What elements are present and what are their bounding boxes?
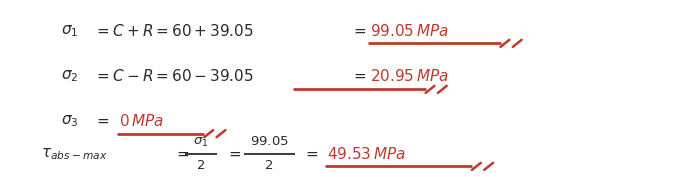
Text: $\sigma_1$: $\sigma_1$ [193,135,208,149]
Text: $= $: $= $ [351,68,367,83]
Text: $= $: $= $ [94,113,110,128]
Text: $= $: $= $ [351,23,367,38]
Text: $=$: $=$ [174,146,190,161]
Text: $\sigma_2$: $\sigma_2$ [61,68,78,84]
Text: $49.53\,MPa$: $49.53\,MPa$ [327,146,406,162]
Text: $=$: $=$ [226,146,242,161]
Text: $=$: $=$ [303,146,319,161]
Text: $99.05$: $99.05$ [249,135,289,148]
Text: $99.05\,MPa$: $99.05\,MPa$ [370,23,449,39]
Text: $= C - R = 60 - 39.05$: $= C - R = 60 - 39.05$ [94,68,254,84]
Text: $0\,MPa$: $0\,MPa$ [119,113,164,129]
Text: $20.95\,MPa$: $20.95\,MPa$ [370,68,449,84]
Text: $2$: $2$ [264,159,274,172]
Text: $\sigma_1$: $\sigma_1$ [61,23,79,39]
Text: $= C + R = 60 + 39.05$: $= C + R = 60 + 39.05$ [94,23,254,39]
Text: $\sigma_3$: $\sigma_3$ [61,113,79,129]
Text: $\tau_{abs-max}$: $\tau_{abs-max}$ [41,146,108,162]
Text: $2$: $2$ [196,159,206,172]
